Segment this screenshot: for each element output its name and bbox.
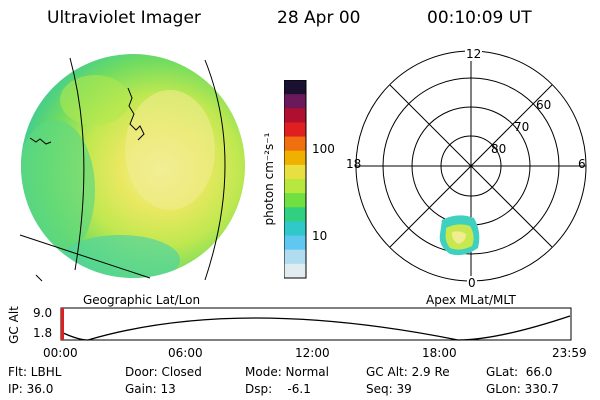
- mlt-label-0: 0: [467, 276, 477, 290]
- geographic-image: [19, 54, 245, 282]
- colorbar-band: [284, 179, 306, 194]
- polar-projection-label: Apex MLat/MLT: [426, 293, 516, 307]
- colorbar-band: [284, 136, 306, 152]
- colorbar-band: [284, 108, 306, 123]
- mlat-label-70: 70: [514, 120, 530, 134]
- altitude-ylabel: GC Alt: [7, 306, 21, 344]
- altitude-plot: [60, 307, 572, 341]
- colorbar-band: [284, 122, 306, 138]
- colorbar-band: [284, 164, 306, 180]
- status-glat: GLat: 66.0: [486, 365, 553, 379]
- mlt-label-6: 6: [578, 157, 586, 171]
- observation-date: 28 Apr 00: [277, 8, 361, 28]
- altitude-xtick-2359: 23:59: [552, 346, 587, 360]
- colorbar-band: [284, 150, 306, 166]
- colorbar-band: [284, 221, 306, 237]
- mlt-label-12: 12: [465, 47, 483, 61]
- altitude-ytick-min: 1.8: [33, 326, 53, 340]
- current-time-marker: [61, 308, 64, 340]
- status-gc-altitude: GC Alt: 2.9 Re: [366, 365, 450, 379]
- colorbar-band: [284, 207, 306, 222]
- altitude-xtick-0600: 06:00: [168, 346, 203, 360]
- colorbar-tick-100: 100: [312, 142, 335, 156]
- colorbar-band: [284, 249, 306, 265]
- status-filter: Flt: LBHL: [8, 365, 62, 379]
- colorbar-unit-label: photon cm⁻²s⁻¹: [262, 132, 276, 226]
- altitude-xtick-1200: 12:00: [295, 346, 330, 360]
- colorbar: [284, 80, 307, 279]
- colorbar-band: [284, 193, 306, 208]
- colorbar-band: [284, 263, 306, 279]
- status-glon: GLon: 330.7: [486, 382, 559, 396]
- polar-aurora-blob: [439, 215, 480, 256]
- colorbar-tick-10: 10: [312, 229, 328, 243]
- colorbar-band: [284, 235, 306, 251]
- mlt-label-18: 18: [346, 157, 362, 171]
- instrument-title: Ultraviolet Imager: [47, 8, 201, 28]
- status-mode: Mode: Normal: [245, 365, 329, 379]
- status-dsp: Dsp: -6.1: [245, 382, 311, 396]
- geographic-projection-label: Geographic Lat/Lon: [83, 293, 201, 307]
- status-seq: Seq: 39: [366, 382, 412, 396]
- mlat-label-80: 80: [491, 142, 507, 156]
- status-gain: Gain: 13: [125, 382, 176, 396]
- colorbar-band: [284, 94, 306, 109]
- altitude-xtick-1800: 18:00: [422, 346, 457, 360]
- colorbar-band: [284, 80, 306, 95]
- altitude-xtick-0000: 00:00: [43, 346, 78, 360]
- status-door: Door: Closed: [125, 365, 202, 379]
- mlat-label-60: 60: [536, 98, 552, 112]
- polar-plot: [355, 50, 587, 282]
- observation-time: 00:10:09 UT: [427, 8, 532, 28]
- status-ip: IP: 36.0: [8, 382, 54, 396]
- altitude-ytick-max: 9.0: [33, 306, 53, 320]
